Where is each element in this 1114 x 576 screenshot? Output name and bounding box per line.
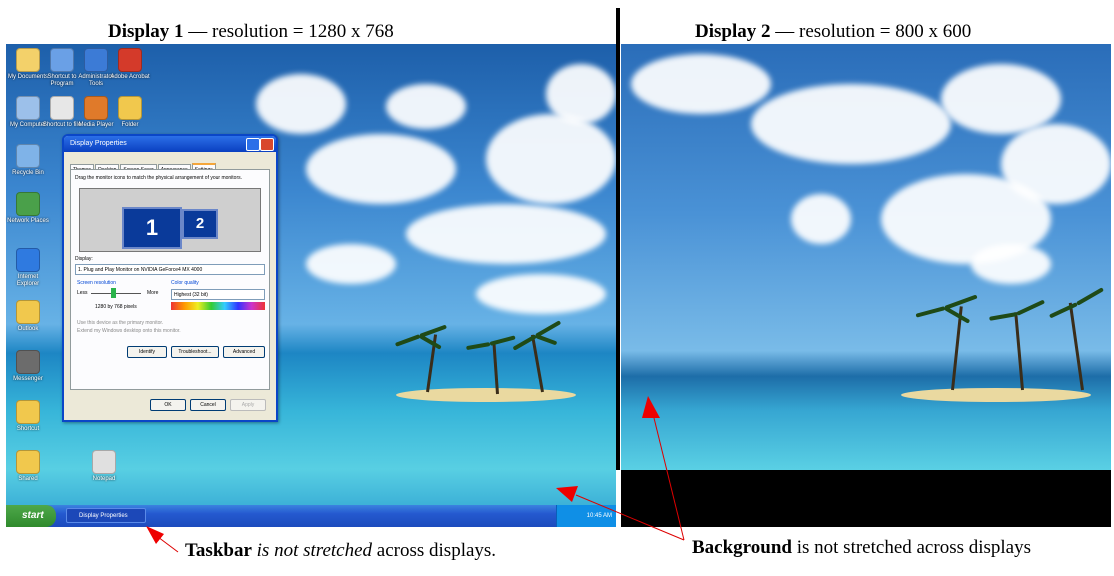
- background-arrow-line-1: [575, 494, 685, 541]
- taskbar-arrow-head: [146, 526, 164, 544]
- desktop-icon[interactable]: Folder: [108, 96, 152, 129]
- color-quality-select[interactable]: Highest (32 bit): [171, 289, 265, 300]
- color-bar: [171, 302, 265, 310]
- desktop-icon[interactable]: Shortcut to Program: [40, 48, 84, 88]
- close-icon[interactable]: [260, 138, 274, 151]
- desktop-icon[interactable]: Shortcut to file: [40, 96, 84, 129]
- resolution-slider-thumb[interactable]: [111, 288, 116, 298]
- monitor-1-icon[interactable]: 1: [122, 207, 182, 249]
- resolution-less: Less: [77, 290, 88, 296]
- monitor-2-icon[interactable]: 2: [182, 209, 218, 239]
- apply-button[interactable]: Apply: [230, 399, 266, 411]
- desktop-icon[interactable]: My Computer: [6, 96, 50, 129]
- network-icon: [16, 192, 40, 216]
- desktop-icon[interactable]: Media Player: [74, 96, 118, 129]
- desktop-icon[interactable]: Recycle Bin: [6, 144, 50, 177]
- taskbar: [6, 505, 616, 527]
- taskbar-caption: Taskbar is not stretched across displays…: [185, 540, 497, 561]
- outlook-icon: [16, 300, 40, 324]
- desktop-icon[interactable]: Shared: [6, 450, 50, 483]
- display-1-caption: Display 1 — resolution = 1280 x 768: [108, 21, 394, 42]
- settings-pane: Drag the monitor icons to match the phys…: [70, 169, 270, 390]
- color-quality-label: Color quality: [171, 280, 199, 286]
- shortcut-folder-icon: [16, 400, 40, 424]
- background-arrow-head-2: [642, 396, 660, 418]
- internet-explorer-icon: [16, 248, 40, 272]
- display-2-desktop: [621, 44, 1111, 470]
- troubleshoot-button[interactable]: Troubleshoot...: [171, 346, 219, 358]
- ok-button[interactable]: OK: [150, 399, 186, 411]
- desktop-icon[interactable]: Notepad: [82, 450, 126, 483]
- recycle-bin-icon: [16, 144, 40, 168]
- resolution-label: Screen resolution: [77, 280, 116, 286]
- resolution-more: More: [147, 290, 159, 296]
- display-select[interactable]: 1. Plug and Play Monitor on NVIDIA GeFor…: [75, 264, 265, 275]
- background-caption: Background is not stretched across displ…: [692, 537, 1032, 558]
- primary-monitor-checkbox[interactable]: Use this device as the primary monitor.: [77, 320, 164, 326]
- background-arrow-line-2: [653, 417, 685, 541]
- display-properties-dialog: Display Properties ThemesDesktopScreen S…: [62, 134, 278, 422]
- background-arrow-head-1: [556, 486, 578, 502]
- extend-desktop-checkbox[interactable]: Extend my Windows desktop onto this moni…: [77, 328, 181, 334]
- dialog-title: Display Properties: [70, 140, 127, 147]
- acrobat-icon: [118, 48, 142, 72]
- start-button[interactable]: start: [6, 505, 56, 527]
- desktop-icon[interactable]: Network Places: [6, 192, 50, 225]
- cancel-button[interactable]: Cancel: [190, 399, 226, 411]
- shortcut-icon: [50, 48, 74, 72]
- desktop-icon[interactable]: Adobe Acrobat: [108, 48, 152, 81]
- desktop-icon[interactable]: Internet Explorer: [6, 248, 50, 288]
- taskbar-item-display-properties[interactable]: Display Properties: [66, 508, 146, 523]
- desktop-icon[interactable]: Shortcut: [6, 400, 50, 433]
- desktop-icon[interactable]: Messenger: [6, 350, 50, 383]
- tools-icon: [84, 48, 108, 72]
- display-divider: [616, 8, 620, 470]
- display-1-desktop: [6, 44, 616, 527]
- display-2-caption: Display 2 — resolution = 800 x 600: [695, 21, 972, 42]
- resolution-slider-track: [91, 293, 141, 294]
- desktop-icon[interactable]: My Documents: [6, 48, 50, 81]
- help-icon[interactable]: [246, 138, 260, 151]
- display-label: Display:: [75, 256, 93, 262]
- desktop-icon[interactable]: Outlook: [6, 300, 50, 333]
- identify-button[interactable]: Identify: [127, 346, 167, 358]
- monitor-arrangement: 1 2: [79, 188, 261, 252]
- messenger-icon: [16, 350, 40, 374]
- desktop-icon[interactable]: Administrator Tools: [74, 48, 118, 88]
- shared-folder-icon: [16, 450, 40, 474]
- system-tray-clock: 10:45 AM: [556, 505, 616, 527]
- dialog-titlebar[interactable]: Display Properties: [64, 136, 276, 152]
- advanced-button[interactable]: Advanced: [223, 346, 265, 358]
- media-player-icon: [84, 96, 108, 120]
- display-2-empty-area: [621, 470, 1111, 527]
- file-icon: [50, 96, 74, 120]
- folder-icon: [118, 96, 142, 120]
- computer-icon: [16, 96, 40, 120]
- documents-icon: [16, 48, 40, 72]
- resolution-value: 1280 by 768 pixels: [95, 304, 137, 310]
- instruction-text: Drag the monitor icons to match the phys…: [75, 175, 243, 181]
- notepad-icon: [92, 450, 116, 474]
